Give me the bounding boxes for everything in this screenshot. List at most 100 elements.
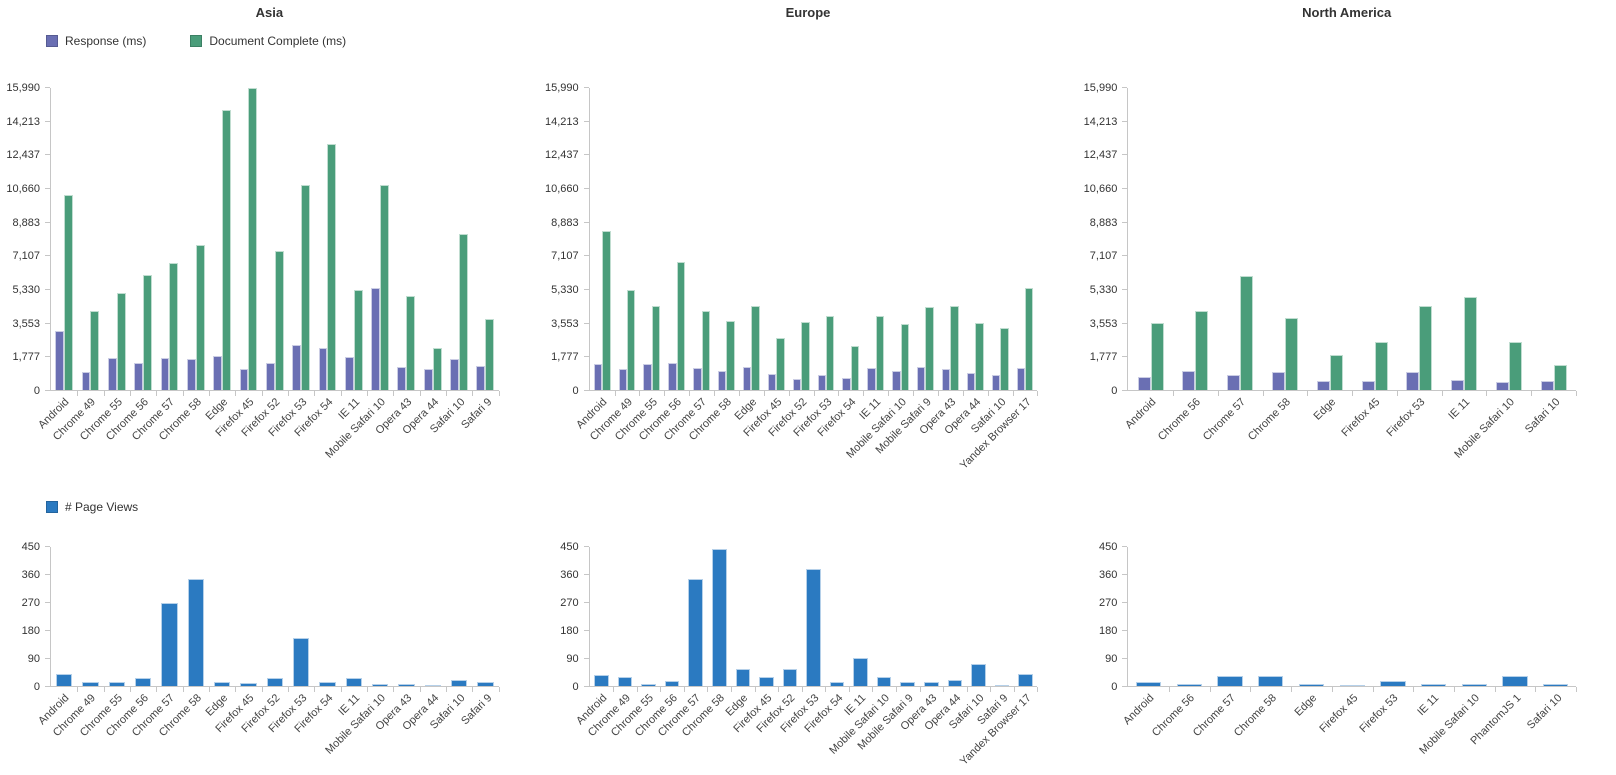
- bar[interactable]: [371, 684, 389, 686]
- bar[interactable]: [1136, 682, 1162, 686]
- bar[interactable]: [792, 379, 802, 390]
- bar[interactable]: [782, 669, 798, 686]
- bar[interactable]: [160, 357, 170, 390]
- bar[interactable]: [423, 369, 433, 390]
- bar[interactable]: [742, 366, 752, 390]
- bar[interactable]: [1285, 318, 1298, 390]
- bar[interactable]: [239, 369, 249, 390]
- bar[interactable]: [1419, 305, 1433, 390]
- bar[interactable]: [950, 305, 959, 390]
- bar[interactable]: [817, 375, 826, 390]
- bar[interactable]: [1024, 288, 1034, 390]
- bar[interactable]: [875, 315, 885, 390]
- bar[interactable]: [1195, 310, 1209, 390]
- bar[interactable]: [1018, 674, 1033, 686]
- bar[interactable]: [924, 681, 939, 686]
- bar[interactable]: [991, 375, 1001, 390]
- bar[interactable]: [90, 310, 100, 390]
- bar[interactable]: [751, 306, 760, 390]
- bar[interactable]: [108, 682, 125, 686]
- bar[interactable]: [1553, 365, 1567, 390]
- bar[interactable]: [594, 675, 609, 686]
- bar[interactable]: [292, 345, 302, 390]
- bar[interactable]: [1374, 341, 1388, 390]
- bar[interactable]: [735, 669, 751, 686]
- bar[interactable]: [641, 683, 656, 686]
- bar[interactable]: [966, 373, 976, 390]
- bar[interactable]: [327, 143, 337, 390]
- bar[interactable]: [345, 677, 362, 686]
- bar[interactable]: [701, 311, 711, 390]
- legend-item-document-complete[interactable]: Document Complete (ms): [190, 34, 346, 48]
- bar[interactable]: [842, 378, 851, 390]
- bar[interactable]: [1182, 370, 1196, 390]
- bar[interactable]: [1298, 683, 1325, 686]
- bar[interactable]: [266, 677, 283, 686]
- bar[interactable]: [1316, 381, 1330, 390]
- bar[interactable]: [688, 579, 703, 686]
- bar[interactable]: [195, 244, 205, 390]
- bar[interactable]: [82, 682, 99, 686]
- bar[interactable]: [248, 88, 258, 390]
- bar[interactable]: [947, 680, 963, 686]
- bar[interactable]: [668, 362, 677, 390]
- bar[interactable]: [161, 602, 178, 686]
- bar[interactable]: [1361, 381, 1375, 390]
- bar[interactable]: [801, 321, 810, 390]
- legend-item-response[interactable]: Response (ms): [46, 34, 146, 48]
- bar[interactable]: [143, 275, 153, 390]
- bar[interactable]: [602, 231, 611, 390]
- bar[interactable]: [759, 677, 774, 686]
- bar[interactable]: [593, 364, 603, 390]
- bar[interactable]: [1406, 371, 1420, 390]
- bar[interactable]: [925, 306, 934, 390]
- bar[interactable]: [941, 369, 951, 390]
- bar[interactable]: [917, 367, 926, 390]
- bar[interactable]: [1451, 380, 1465, 390]
- bar[interactable]: [900, 324, 910, 390]
- bar[interactable]: [718, 371, 727, 390]
- bar[interactable]: [1464, 296, 1478, 390]
- bar[interactable]: [676, 262, 686, 390]
- bar[interactable]: [1495, 381, 1509, 390]
- bar[interactable]: [371, 288, 381, 390]
- bar[interactable]: [767, 374, 777, 390]
- bar[interactable]: [1258, 675, 1284, 686]
- bar[interactable]: [693, 367, 702, 390]
- bar[interactable]: [186, 359, 196, 390]
- bar[interactable]: [1380, 681, 1406, 686]
- bar[interactable]: [432, 348, 442, 390]
- legend-item-page-views[interactable]: # Page Views: [46, 500, 138, 514]
- bar[interactable]: [900, 681, 916, 686]
- bar[interactable]: [1329, 355, 1343, 390]
- bar[interactable]: [213, 356, 223, 390]
- bar[interactable]: [459, 233, 469, 390]
- bar[interactable]: [187, 579, 204, 686]
- bar[interactable]: [853, 657, 868, 686]
- bar[interactable]: [1016, 368, 1025, 390]
- bar[interactable]: [301, 184, 311, 390]
- bar[interactable]: [1217, 675, 1243, 686]
- bar[interactable]: [876, 676, 892, 686]
- bar[interactable]: [711, 548, 727, 686]
- bar[interactable]: [213, 682, 231, 686]
- bar[interactable]: [318, 348, 328, 390]
- bar[interactable]: [319, 682, 336, 686]
- bar[interactable]: [618, 369, 627, 390]
- bar[interactable]: [626, 290, 636, 390]
- bar[interactable]: [867, 368, 876, 390]
- bar[interactable]: [1540, 381, 1554, 390]
- bar[interactable]: [994, 685, 1010, 686]
- bar[interactable]: [850, 346, 860, 390]
- bar[interactable]: [485, 319, 495, 390]
- bar[interactable]: [776, 338, 785, 390]
- bar[interactable]: [134, 362, 144, 390]
- bar[interactable]: [892, 371, 901, 390]
- bar[interactable]: [643, 364, 652, 390]
- bar[interactable]: [169, 262, 179, 390]
- bar[interactable]: [398, 684, 415, 686]
- bar[interactable]: [116, 293, 126, 390]
- bar[interactable]: [55, 331, 65, 390]
- bar[interactable]: [222, 110, 232, 390]
- bar[interactable]: [1461, 683, 1487, 686]
